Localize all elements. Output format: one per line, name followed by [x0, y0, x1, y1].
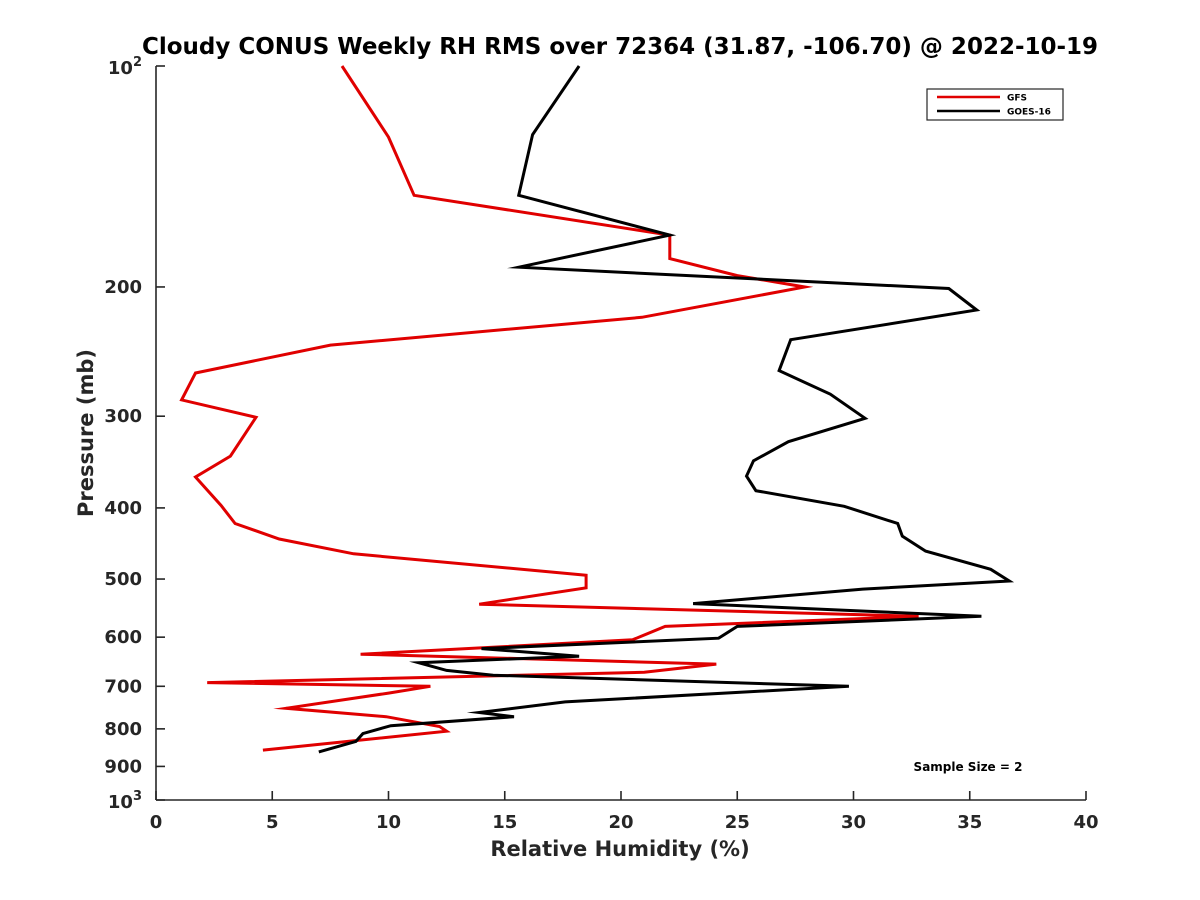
plot-lines: [179, 65, 1015, 754]
ticks: 0 5 10 15 20 25 30 35 40 200 300 400 500 600 700 800 900…: [104, 55, 1098, 833]
sample-size-annotation: Sample Size = 2: [914, 760, 1023, 774]
legend-label: GFS: [1007, 94, 1027, 104]
x-tick-label: 15: [492, 812, 517, 833]
x-tick-label: 30: [841, 812, 866, 833]
x-tick-label: 35: [957, 812, 982, 833]
series-line-goes-16: [318, 65, 1015, 754]
x-axis-label: Relative Humidity (%): [490, 837, 749, 861]
axes: [155, 66, 1086, 801]
x-tick-label: 40: [1073, 812, 1098, 833]
y-tick-label: 600: [104, 627, 142, 648]
y-axis-label: Pressure (mb): [74, 349, 98, 517]
y-tick-label: 500: [104, 569, 142, 590]
y-tick-label: 200: [104, 277, 142, 298]
series-line-gfs: [179, 65, 919, 752]
y-tick-label: 800: [104, 719, 142, 740]
x-tick-label: 25: [725, 812, 750, 833]
chart-title: Cloudy CONUS Weekly RH RMS over 72364 (3…: [142, 34, 1098, 60]
y-tick-label: 102: [108, 55, 142, 79]
y-tick-label: 700: [104, 676, 142, 697]
y-tick-label: 103: [108, 789, 142, 813]
legend-box: [926, 88, 1064, 121]
x-tick-label: 0: [150, 812, 163, 833]
x-tick-label: 5: [266, 812, 279, 833]
legend: GFS GOES-16: [926, 88, 1064, 121]
y-tick-label: 300: [104, 406, 142, 427]
y-tick-label: 400: [104, 498, 142, 519]
y-tick-label: 900: [104, 756, 142, 777]
legend-label: GOES-16: [1007, 108, 1051, 118]
x-tick-label: 20: [608, 812, 633, 833]
x-tick-label: 10: [376, 812, 401, 833]
